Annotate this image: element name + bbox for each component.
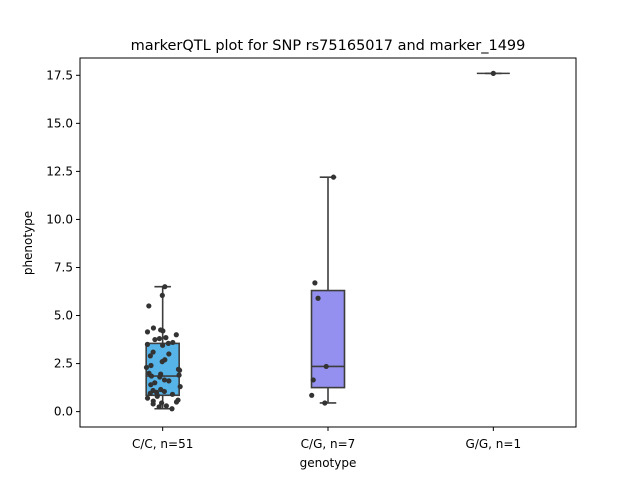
data-point	[143, 364, 150, 371]
y-tick-label: 17.5	[46, 68, 73, 82]
y-tick-label: 5.0	[54, 309, 73, 323]
data-point	[161, 377, 168, 383]
data-point	[159, 359, 165, 365]
plot-area: 0.0 2.5 5.0 7.5 10.0 12.5 15.0 17.5 C/C, n=51 C/G…	[46, 68, 521, 451]
data-point	[169, 406, 175, 412]
data-point	[490, 70, 496, 76]
data-point	[163, 403, 169, 409]
plot-frame	[79, 57, 577, 428]
y-tick-label: 12.5	[46, 164, 73, 178]
data-point	[161, 388, 167, 395]
data-point	[309, 392, 315, 398]
data-point	[176, 372, 182, 378]
x-tick-label: G/G, n=1	[466, 437, 522, 451]
data-point	[330, 174, 337, 180]
x-tick-label: C/C, n=51	[132, 437, 193, 451]
x-tick-label: C/G, n=7	[301, 437, 356, 451]
data-point	[323, 363, 329, 370]
data-point	[176, 367, 183, 373]
data-point	[165, 340, 171, 346]
data-point	[147, 353, 153, 359]
data-point	[166, 378, 172, 384]
data-point	[166, 351, 172, 357]
data-point	[156, 335, 163, 342]
data-point	[150, 401, 156, 407]
data-point	[152, 380, 158, 386]
x-axis-label: genotype	[300, 456, 357, 470]
data-point	[144, 329, 151, 335]
data-point	[152, 336, 158, 343]
chart-title: markerQTL plot for SNP rs75165017 and ma…	[131, 38, 526, 54]
data-point	[144, 341, 151, 347]
data-point	[162, 284, 168, 290]
y-tick-label: 15.0	[46, 116, 73, 130]
y-tick-label: 10.0	[46, 212, 73, 226]
data-point	[160, 342, 166, 348]
data-point	[312, 280, 318, 286]
y-tick-label: 7.5	[54, 260, 73, 274]
data-point	[159, 400, 165, 406]
data-point	[322, 400, 328, 406]
data-point	[169, 391, 176, 397]
data-point	[148, 382, 154, 388]
y-tick-label: 2.5	[54, 357, 73, 371]
data-point	[146, 303, 152, 309]
data-point	[160, 328, 166, 334]
data-point	[154, 393, 160, 399]
data-point	[177, 384, 183, 390]
y-tick-label: 0.0	[54, 405, 73, 419]
data-point	[159, 292, 165, 298]
data-point	[148, 373, 155, 379]
y-axis-label: phenotype	[21, 211, 35, 275]
data-point	[315, 295, 321, 301]
data-point	[156, 404, 162, 410]
data-point	[147, 390, 153, 396]
data-point	[170, 339, 176, 346]
box	[310, 289, 346, 389]
data-point	[310, 377, 316, 383]
data-point	[163, 335, 169, 341]
data-point	[173, 332, 179, 338]
data-point	[173, 399, 180, 405]
data-point	[150, 349, 156, 355]
data-point	[148, 362, 154, 369]
data-point	[157, 374, 163, 380]
data-point	[144, 395, 151, 401]
data-point	[150, 325, 157, 331]
